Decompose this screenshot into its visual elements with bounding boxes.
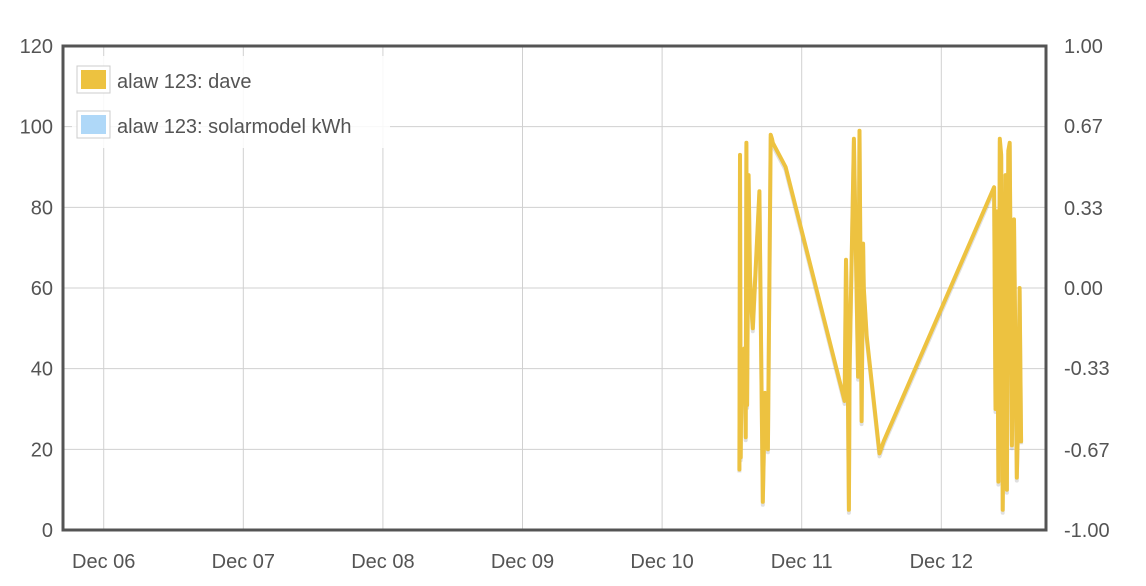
y2-tick-label: -0.67 [1064,440,1110,462]
y2-tick-label: 0.67 [1064,116,1103,138]
y-tick-label: 20 [31,439,53,461]
y2-tick-label: 0.33 [1064,198,1103,220]
y2-tick-label: -0.33 [1064,358,1110,380]
y-axis-left: 0 20 40 60 80 100 120 [20,36,53,542]
x-tick-label: Dec 08 [351,551,414,573]
x-tick-label: Dec 07 [212,551,275,573]
legend-entry-solarmodel[interactable]: alaw 123: solarmodel kWh [76,110,352,139]
y-tick-label: 40 [31,359,53,381]
y-tick-label: 0 [42,520,53,542]
y-tick-label: 80 [31,197,53,219]
y2-tick-label: 1.00 [1064,36,1103,58]
legend: alaw 123: dave alaw 123: solarmodel kWh [72,56,390,148]
y2-tick-label: -1.00 [1064,520,1110,542]
legend-entry-dave[interactable]: alaw 123: dave [76,65,252,94]
series-shadow-0 [737,131,1024,515]
y-tick-label: 100 [20,117,53,139]
plot-frame [61,44,1048,532]
legend-label-solarmodel: alaw 123: solarmodel kWh [117,116,352,138]
series-line-0 [737,128,1024,512]
legend-label-dave: alaw 123: dave [117,71,252,93]
x-tick-label: Dec 11 [771,551,833,573]
x-tick-label: Dec 10 [630,551,693,573]
x-tick-label: Dec 09 [491,551,554,573]
y-tick-label: 60 [31,278,53,300]
y-axis-right: -1.00 -0.67 -0.33 0.00 0.33 0.67 1.00 [1064,36,1110,542]
y-tick-label: 120 [20,36,53,58]
x-tick-label: Dec 06 [72,551,135,573]
legend-color-dave [81,70,106,89]
legend-color-solarmodel [81,115,106,134]
x-tick-label: Dec 12 [910,551,973,573]
legend-background [72,56,390,148]
y2-tick-label: 0.00 [1064,278,1103,300]
series-layer [737,128,1024,515]
x-axis: Dec 06 Dec 07 Dec 08 Dec 09 Dec 10 Dec 11 Dec … [72,551,973,573]
